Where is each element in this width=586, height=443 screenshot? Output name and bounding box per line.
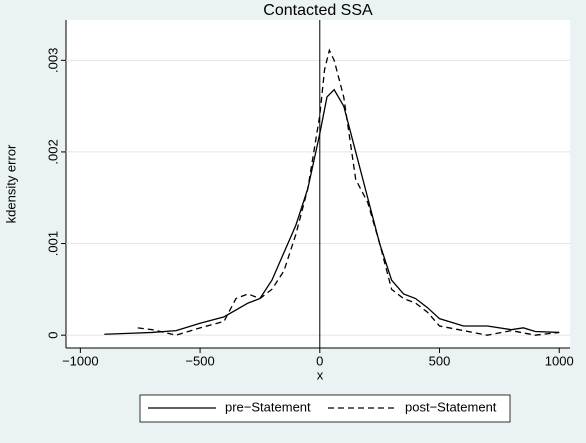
plot-area [66,20,570,348]
x-tick-label: −500 [185,353,214,368]
y-tick-label: .002 [45,139,60,164]
y-tick-label: 0 [45,332,60,339]
x-tick-label: 500 [429,353,451,368]
y-tick-label: .003 [45,48,60,73]
legend-label: post−Statement [405,399,497,414]
x-axis-label: x [317,367,324,382]
x-tick-label: 0 [316,353,323,368]
y-tick-label: .001 [45,231,60,256]
y-axis-label: kdensity error [3,144,18,223]
legend-label: pre−Statement [225,399,311,414]
chart-title: Contacted SSA [263,2,373,19]
x-tick-label: 1000 [545,353,574,368]
series-line [137,48,560,336]
x-tick-label: −1000 [62,353,99,368]
series-line [104,88,560,335]
